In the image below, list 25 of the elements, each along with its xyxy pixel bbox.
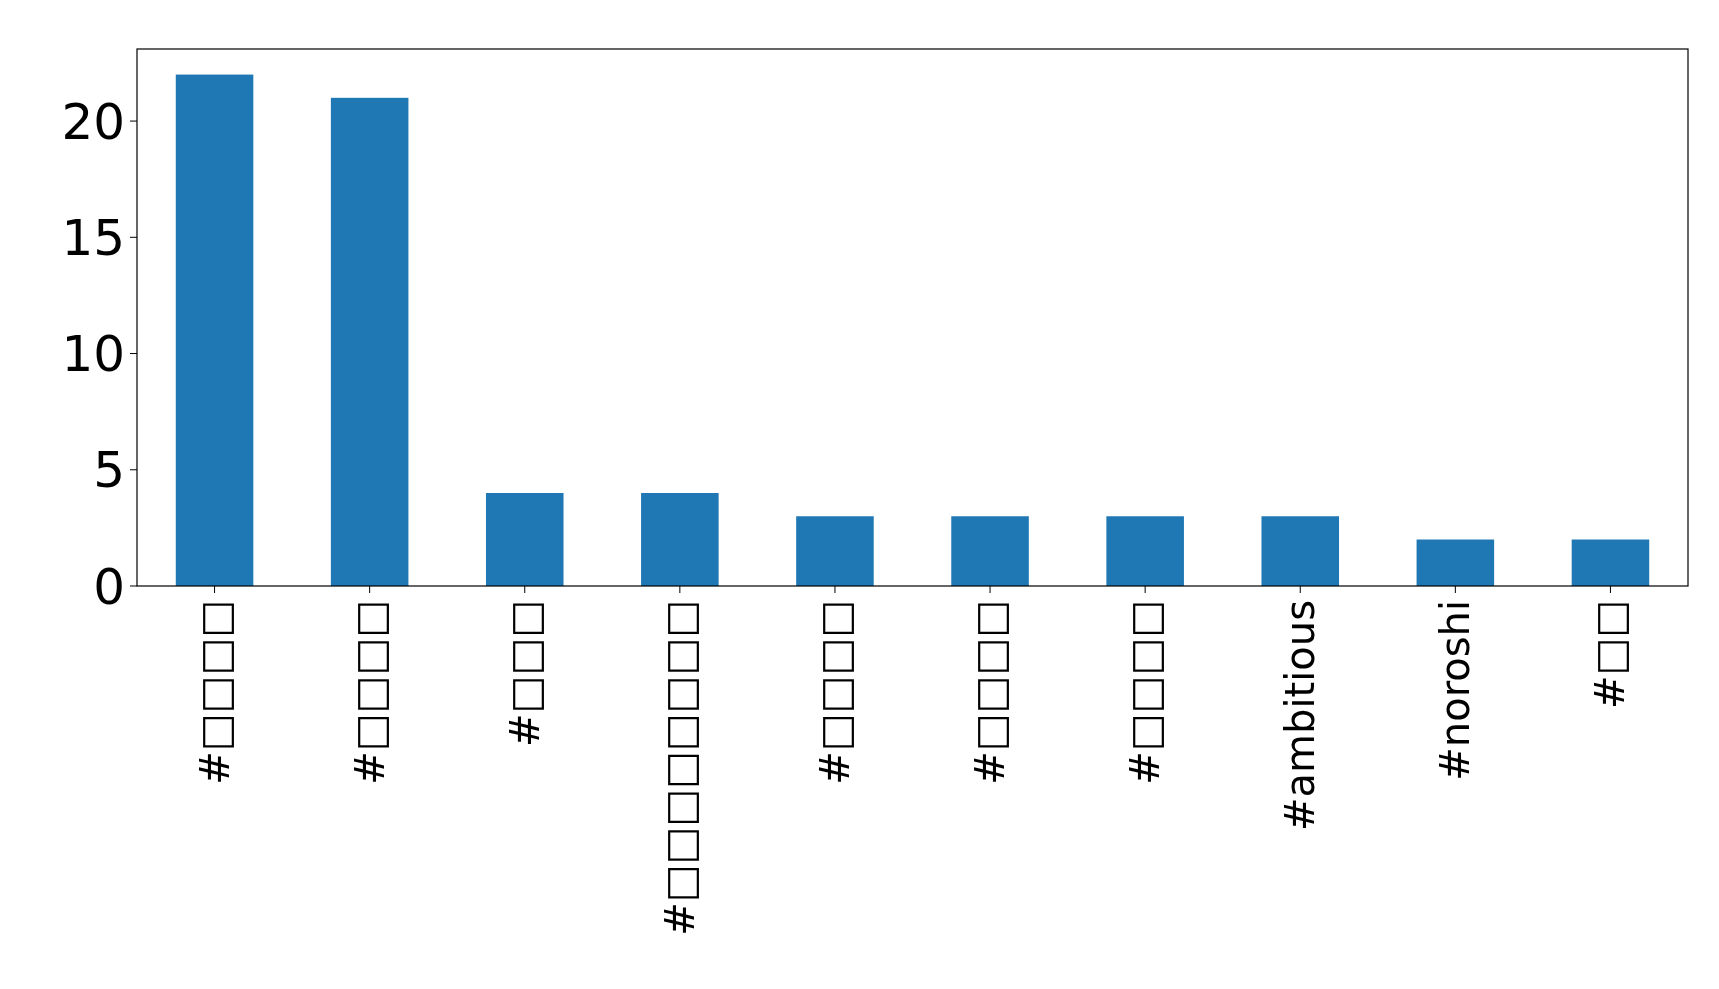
bar xyxy=(641,493,719,586)
x-tick-label: #ambitious xyxy=(1277,600,1324,831)
y-tick-label: 15 xyxy=(61,208,125,267)
bar xyxy=(1416,539,1495,586)
x-tick-label: #□□□ xyxy=(501,600,548,747)
y-tick-label: 0 xyxy=(93,557,125,616)
bar xyxy=(1571,539,1650,586)
bar xyxy=(951,516,1029,586)
bar xyxy=(175,74,254,586)
bar xyxy=(1261,516,1340,586)
bar xyxy=(1106,516,1184,586)
x-tick-label: #□□ xyxy=(1587,600,1634,710)
x-tick-label: #□□□□ xyxy=(1122,600,1169,785)
x-tick-label: #□□□□□□□□ xyxy=(656,600,703,936)
y-tick-label: 5 xyxy=(93,441,125,500)
y-tick-label: 10 xyxy=(61,325,125,384)
x-tick-label: #noroshi xyxy=(1432,600,1479,781)
x-tick-label: #□□□□ xyxy=(811,600,858,785)
bar xyxy=(485,493,564,586)
x-tick-label: #□□□□ xyxy=(346,600,393,785)
bar xyxy=(330,97,409,586)
bar xyxy=(796,516,874,586)
x-tick-label: #□□□□ xyxy=(967,600,1014,785)
y-tick-label: 20 xyxy=(61,92,125,151)
x-tick-label: #□□□□ xyxy=(191,600,238,785)
